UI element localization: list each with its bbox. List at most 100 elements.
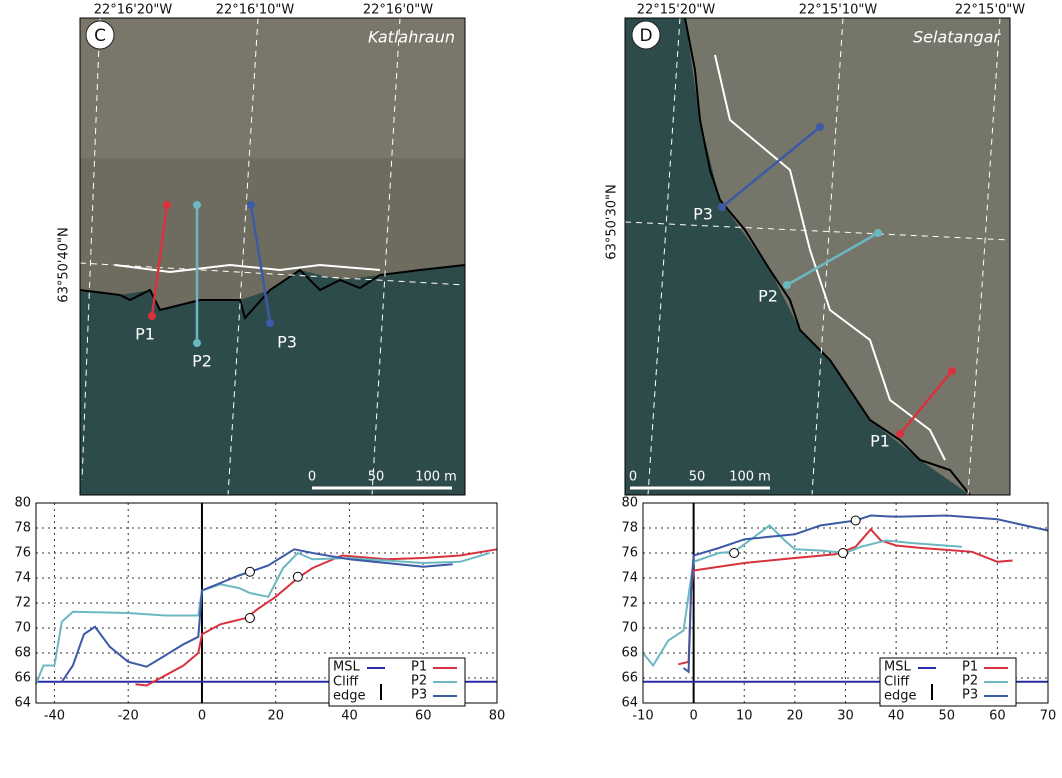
legend-label: P1 (411, 660, 427, 675)
grid-line (967, 17, 1001, 496)
y-tick-label: 68 (14, 646, 31, 661)
profile-label: P1 (135, 325, 155, 344)
lat-label: 63°50'40"N (57, 227, 72, 302)
panel-letter: D (639, 26, 652, 46)
profile-end (783, 281, 791, 289)
profile-line (150, 204, 169, 317)
profile-label: P2 (758, 287, 778, 306)
grid-line (79, 262, 466, 286)
cliff-edge-marker (292, 571, 303, 582)
grid-line (227, 17, 259, 496)
y-tick-label: 76 (14, 546, 31, 561)
profile-end (193, 339, 201, 347)
series-line (682, 514, 1049, 674)
lon-label: 22°15'20"W (637, 3, 716, 18)
profile-end (163, 201, 171, 209)
x-tick-label: 60 (989, 709, 1006, 724)
x-tick-label: 10 (736, 709, 753, 724)
x-tick-label: 70 (1040, 709, 1057, 724)
profile-end (874, 229, 882, 237)
profile-end (148, 312, 156, 320)
scale-label: 0 (308, 470, 316, 485)
cliff-edge-marker (244, 613, 255, 623)
scale-label: 100 m (729, 470, 771, 485)
profile-label: P3 (693, 205, 713, 224)
map-d: P1 P2 P3 D Selatangar 0 50 100 m 22°15'2… (605, 3, 1025, 496)
shore-line (114, 263, 381, 274)
y-tick-label: 70 (621, 621, 638, 636)
y-tick-label: 64 (621, 696, 638, 711)
x-tick-label: 40 (888, 709, 905, 724)
x-tick-label: 50 (938, 709, 955, 724)
profile-end (193, 201, 201, 209)
profile-end (896, 430, 904, 438)
grid-line (647, 17, 681, 496)
panel-badge (631, 20, 661, 50)
x-tick-label: 0 (198, 709, 206, 724)
legend-label: P2 (962, 674, 978, 689)
grid-line (811, 17, 844, 496)
x-tick-label: -10 (632, 709, 653, 724)
land-texture (80, 18, 465, 158)
profile-line (249, 204, 272, 324)
profile-line (786, 231, 879, 287)
profile-line (899, 370, 953, 435)
x-tick-label: 60 (415, 709, 432, 724)
y-tick-label: 76 (621, 546, 638, 561)
map-c: P1 P2 P3 C Katlahraun 0 50 100 m 22°16'2… (57, 3, 466, 496)
legend-label: Cliff (333, 675, 359, 690)
scale-label: 0 (629, 470, 637, 485)
y-tick-label: 74 (14, 571, 31, 586)
cliff-edge-marker (729, 548, 740, 558)
y-tick-label: 68 (621, 646, 638, 661)
series-line (135, 548, 498, 687)
y-tick-label: 72 (621, 596, 638, 611)
grid-line (624, 221, 1011, 241)
profile-end (718, 203, 726, 211)
x-tick-label: -40 (44, 709, 65, 724)
x-tick-label: 20 (267, 709, 284, 724)
y-tick-label: 74 (621, 571, 638, 586)
legend-label: P3 (411, 688, 427, 703)
x-tick-label: 30 (837, 709, 854, 724)
frame (624, 17, 1011, 496)
legend-label: MSL (333, 660, 360, 675)
y-tick-label: 66 (621, 671, 638, 686)
scale-label: 100 m (415, 470, 457, 485)
grid-line (371, 17, 401, 496)
profile-end (948, 367, 956, 375)
legend-label: P1 (962, 660, 978, 675)
grid-line (81, 17, 101, 481)
scale-label: 50 (689, 470, 706, 485)
profile-label: P3 (277, 333, 297, 352)
cliff-edge-marker (850, 515, 861, 526)
plot-frame (35, 502, 498, 704)
x-tick-label: 80 (489, 709, 506, 724)
y-tick-label: 72 (14, 596, 31, 611)
legend-label: MSL (884, 660, 911, 675)
y-tick-label: 64 (14, 696, 31, 711)
panel-badge (85, 20, 115, 50)
lon-label: 22°15'10"W (799, 3, 878, 18)
profile-label: P1 (870, 432, 890, 451)
y-tick-label: 66 (14, 671, 31, 686)
site-name: Selatangar (913, 28, 1001, 47)
profile-end (266, 319, 274, 327)
y-tick-label: 80 (621, 496, 638, 511)
y-tick-label: 78 (621, 521, 638, 536)
lon-label: 22°15'0"W (955, 3, 1025, 18)
lon-label: 22°16'20"W (94, 3, 173, 18)
y-tick-label: 70 (14, 621, 31, 636)
lon-label: 22°16'10"W (216, 3, 295, 18)
shore-line (714, 54, 946, 461)
lat-label: 63°50'30"N (605, 184, 620, 259)
legend-label: edge (333, 689, 366, 704)
y-tick-label: 78 (14, 521, 31, 536)
panel-letter: C (94, 26, 106, 46)
x-tick-label: 40 (341, 709, 358, 724)
y-tick-label: 80 (14, 496, 31, 511)
x-tick-label: -20 (118, 709, 139, 724)
plot-frame (642, 502, 1049, 704)
cliff-line (79, 264, 466, 321)
